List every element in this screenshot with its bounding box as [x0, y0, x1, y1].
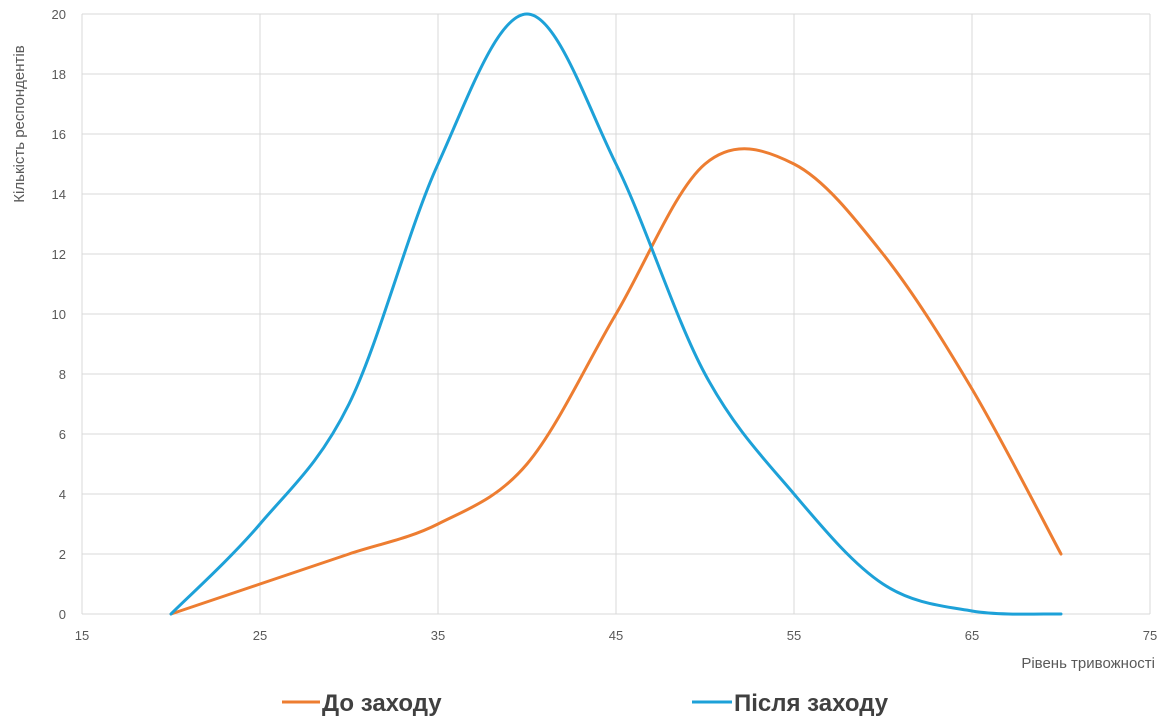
y-tick-label: 20	[52, 7, 66, 22]
x-tick-label: 75	[1143, 628, 1157, 643]
y-tick-label: 18	[52, 67, 66, 82]
x-tick-label: 25	[253, 628, 267, 643]
x-tick-label: 55	[787, 628, 801, 643]
series-line-do-zakhodu	[169, 147, 1063, 616]
legend-label-pislia-zakhodu: Після заходу	[734, 690, 889, 717]
y-tick-label: 16	[52, 127, 66, 142]
y-tick-label: 0	[59, 607, 66, 622]
y-tick-label: 10	[52, 307, 66, 322]
series-lines	[169, 12, 1063, 616]
x-tick-label: 65	[965, 628, 979, 643]
legend-label-do-zakhodu: До заходу	[322, 690, 442, 717]
y-tick-label: 8	[59, 367, 66, 382]
x-tick-label: 45	[609, 628, 623, 643]
x-tick-label: 15	[75, 628, 89, 643]
y-tick-label: 6	[59, 427, 66, 442]
y-tick-label: 2	[59, 547, 66, 562]
y-tick-label: 4	[59, 487, 66, 502]
y-axis-title: Кількість респондентів	[11, 45, 28, 202]
y-tick-labels: 0 2 4 6 8 10 12 14 16 18 20	[52, 7, 66, 622]
y-tick-label: 12	[52, 247, 66, 262]
x-tick-labels: 15 25 35 45 55 65 75	[75, 628, 1157, 643]
y-tick-label: 14	[52, 187, 66, 202]
series-line-pislia-zakhodu	[169, 12, 1063, 616]
x-axis-title: Рівень тривожності	[1021, 655, 1155, 672]
x-tick-label: 35	[431, 628, 445, 643]
legend: До заходу Після заходу	[282, 690, 889, 717]
